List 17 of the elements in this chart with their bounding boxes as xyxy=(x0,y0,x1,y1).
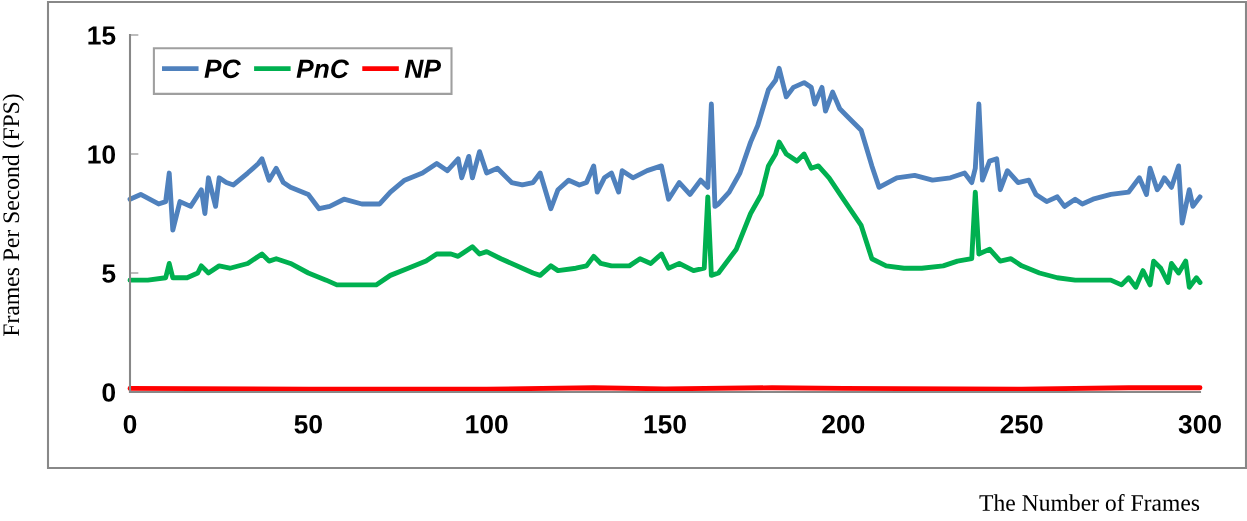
y-tick-label: 5 xyxy=(102,264,116,283)
x-tick-label: 300 xyxy=(1178,414,1221,434)
x-tick-label: 100 xyxy=(466,414,508,434)
legend-label: NP xyxy=(404,59,441,78)
legend-label: PC xyxy=(204,59,241,79)
x-tick-label: 50 xyxy=(294,414,322,434)
x-tick-label: 150 xyxy=(644,414,686,434)
y-axis-title: Frames Per Second (FPS) xyxy=(2,94,24,336)
y-tick-label: 0 xyxy=(102,383,116,402)
x-axis-title: The Number of Frames xyxy=(979,494,1200,511)
y-tick-label: 10 xyxy=(88,145,116,164)
x-tick-label: 250 xyxy=(1000,414,1043,434)
legend-label: PnC xyxy=(296,59,350,79)
line-series xyxy=(127,139,1203,290)
x-tick-label: 0 xyxy=(123,414,137,434)
y-tick-label: 15 xyxy=(88,26,116,45)
x-tick-label: 200 xyxy=(822,414,865,434)
